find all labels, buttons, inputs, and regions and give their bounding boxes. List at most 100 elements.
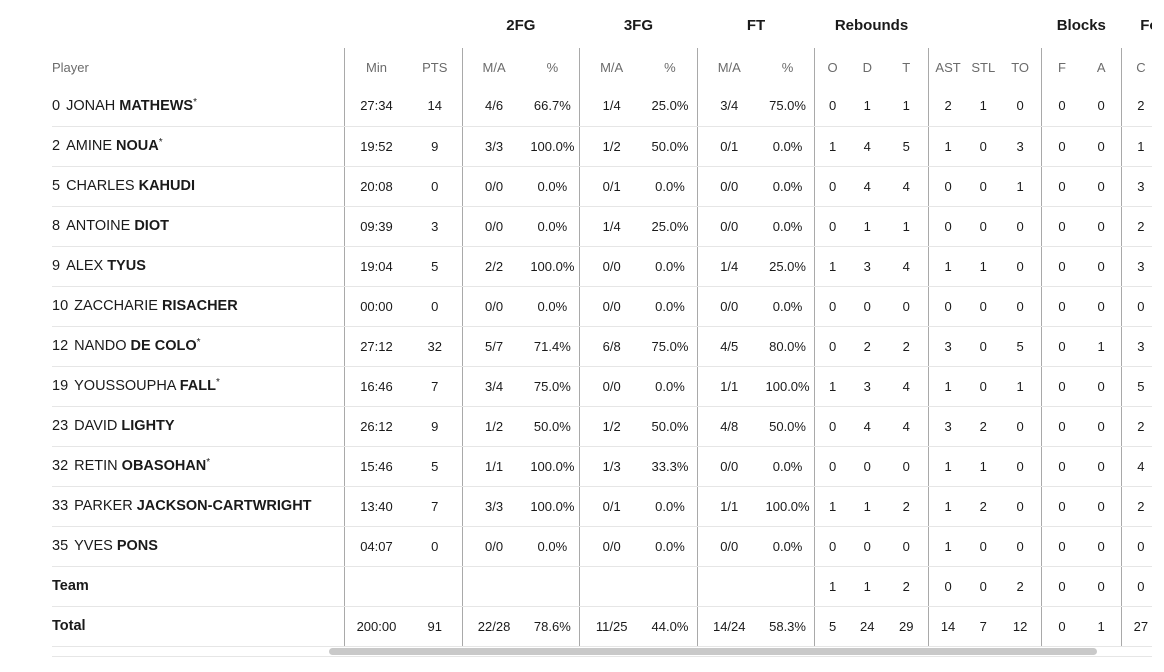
stat-3fg-pct: 25.0% [643, 206, 698, 247]
stat-2fg-pct: 78.6% [525, 606, 580, 647]
header-ast[interactable]: AST [927, 48, 968, 86]
stat-3fg-ma: 6/8 [579, 326, 644, 367]
stat-reb-o: 1 [814, 246, 850, 287]
stat-ft-pct: 50.0% [760, 406, 815, 447]
header-foul-c[interactable]: C [1120, 48, 1152, 86]
player-row[interactable]: 5 CHARLES KAHUDI 20:08 0 0/0 0.0% 0/1 0.0% 0/0 0.… [52, 166, 1152, 207]
player-cell[interactable]: 35 YVES PONS [52, 526, 345, 567]
player-cell[interactable]: 5 CHARLES KAHUDI [52, 166, 345, 207]
stat-pts: 91 [408, 606, 463, 647]
stat-foul-c: 2 [1120, 486, 1152, 527]
stat-ft-ma: 4/5 [696, 326, 761, 367]
player-number: 23 [52, 418, 69, 434]
stat-ft-pct: 100.0% [760, 486, 815, 527]
player-cell[interactable]: 33 PARKER JACKSON-CARTWRIGHT [52, 486, 345, 527]
stat-reb-o: 1 [814, 126, 850, 167]
player-last-name: KAHUDI [138, 178, 195, 194]
player-row[interactable]: 2 AMINE NOUA* 19:52 9 3/3 100.0% 1/2 50.0% 0/1 0.… [52, 126, 1152, 167]
player-first-name: YOUSSOUPHA [74, 378, 176, 394]
stat-blk-a: 0 [1081, 206, 1122, 247]
player-cell[interactable]: 9 ALEX TYUS [52, 246, 345, 287]
player-cell[interactable]: 10 ZACCHARIE RISACHER [52, 286, 345, 327]
player-cell[interactable]: 23 DAVID LIGHTY [52, 406, 345, 447]
header-stl[interactable]: STL [971, 59, 996, 75]
stat-2fg-ma: 0/0 [461, 166, 526, 207]
player-cell[interactable]: 12 NANDO DE COLO* [52, 326, 345, 367]
player-last-name: TYUS [107, 258, 146, 274]
header-reb-d[interactable]: D [862, 59, 872, 75]
header-blk-f[interactable]: F [1041, 48, 1082, 86]
player-row[interactable]: 32 RETIN OBASOHAN* 15:46 5 1/1 100.0% 1/3 33.3%… [52, 446, 1152, 487]
header-ft-ma[interactable]: M/A [696, 48, 761, 86]
header-pts[interactable]: PTS [422, 59, 448, 75]
stat-3fg-ma: 1/2 [579, 406, 644, 447]
player-cell[interactable]: 0 JONAH MATHEWS* [52, 86, 345, 127]
stat-to: 0 [999, 406, 1042, 447]
stat-blk-a: 0 [1081, 446, 1122, 487]
player-row[interactable]: 8 ANTOINE DIOT 09:39 3 0/0 0.0% 1/4 25.0% 0/0 0.0… [52, 206, 1152, 247]
stat-reb-o: 0 [814, 446, 850, 487]
stat-pts: 7 [408, 486, 463, 527]
stat-reb-o: 0 [814, 526, 850, 567]
stat-to: 0 [999, 86, 1042, 127]
player-row[interactable]: 0 JONAH MATHEWS* 27:34 14 4/6 66.7% 1/4 25.0% 3/… [52, 86, 1152, 127]
group-header-rebounds: Rebounds [834, 16, 909, 34]
stat-min: 09:39 [343, 206, 408, 247]
stat-2fg-pct: 71.4% [525, 326, 580, 367]
player-row[interactable]: 33 PARKER JACKSON-CARTWRIGHT 13:40 7 3/3 100.… [52, 486, 1152, 527]
stat-blk-f: 0 [1041, 606, 1082, 647]
stat-reb-t: 0 [884, 446, 929, 487]
player-cell[interactable]: 2 AMINE NOUA* [52, 126, 345, 167]
stat-2fg-pct: 0.0% [525, 526, 580, 567]
stat-ft-ma: 0/0 [696, 166, 761, 207]
stat-3fg-pct: 0.0% [643, 486, 698, 527]
stat-2fg-pct: 0.0% [525, 166, 580, 207]
player-cell[interactable]: 8 ANTOINE DIOT [52, 206, 345, 247]
header-to[interactable]: TO [1011, 59, 1030, 75]
player-row[interactable]: 23 DAVID LIGHTY 26:12 9 1/2 50.0% 1/2 50.0% 4/8 5… [52, 406, 1152, 447]
player-cell[interactable]: 19 YOUSSOUPHA FALL* [52, 366, 345, 407]
stat-reb-t: 4 [884, 246, 929, 287]
header-reb-t[interactable]: T [902, 59, 911, 75]
player-row[interactable]: 19 YOUSSOUPHA FALL* 16:46 7 3/4 75.0% 0/0 0.0% 1… [52, 366, 1152, 407]
stat-blk-f: 0 [1041, 446, 1082, 487]
stat-blk-f: 0 [1041, 166, 1082, 207]
stat-blk-f: 0 [1041, 206, 1082, 247]
stat-2fg-pct [525, 566, 580, 607]
team-row: Team1120020000 [52, 566, 1152, 607]
player-number: 32 [52, 458, 69, 474]
header-ft-pct[interactable]: % [781, 59, 794, 75]
player-cell[interactable]: 32 RETIN OBASOHAN* [52, 446, 345, 487]
stat-stl: 1 [967, 86, 1000, 127]
header-3fg-pct[interactable]: % [664, 59, 676, 75]
header-3fg-ma[interactable]: M/A [579, 48, 644, 86]
starter-marker: * [193, 96, 198, 108]
stat-3fg-pct: 75.0% [643, 326, 698, 367]
header-2fg-pct[interactable]: % [546, 59, 559, 75]
stat-reb-t: 0 [884, 526, 929, 567]
stat-reb-o: 0 [814, 326, 850, 367]
header-blk-a[interactable]: A [1096, 59, 1106, 75]
table-body: 0 JONAH MATHEWS* 27:34 14 4/6 66.7% 1/4 25.0% 3/… [52, 86, 1152, 647]
stat-3fg-pct: 0.0% [643, 286, 698, 327]
stat-ft-ma: 0/1 [696, 126, 761, 167]
stat-ast: 14 [927, 606, 968, 647]
stat-3fg-ma: 1/4 [579, 206, 644, 247]
player-row[interactable]: 35 YVES PONS 04:07 0 0/0 0.0% 0/0 0.0% 0/0 0.0% 0 0… [52, 526, 1152, 567]
stat-ft-pct: 0.0% [760, 286, 815, 327]
stat-min [343, 566, 408, 607]
header-min[interactable]: Min [343, 48, 408, 86]
player-number: 35 [52, 538, 69, 554]
stat-blk-f: 0 [1041, 566, 1082, 607]
header-reb-o[interactable]: O [814, 48, 850, 86]
player-row[interactable]: 12 NANDO DE COLO* 27:12 32 5/7 71.4% 6/8 75.0% 4… [52, 326, 1152, 367]
stat-ast: 0 [927, 286, 968, 327]
header-2fg-ma[interactable]: M/A [461, 48, 526, 86]
horizontal-scrollbar-thumb[interactable] [329, 648, 1097, 655]
player-row[interactable]: 10 ZACCHARIE RISACHER 00:00 0 0/0 0.0% 0/0 0.0%… [52, 286, 1152, 327]
player-first-name: AMINE [66, 138, 112, 154]
player-row[interactable]: 9 ALEX TYUS 19:04 5 2/2 100.0% 0/0 0.0% 1/4 25.0%… [52, 246, 1152, 287]
stat-min: 19:52 [343, 126, 408, 167]
header-player[interactable]: Player [52, 59, 89, 75]
stat-foul-c: 1 [1120, 126, 1152, 167]
